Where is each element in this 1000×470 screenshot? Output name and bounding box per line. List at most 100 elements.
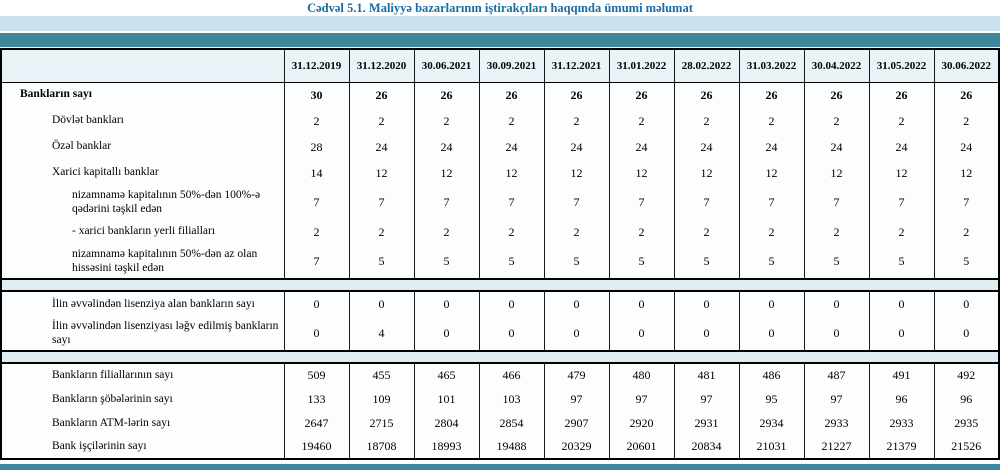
value-cell: 5	[543, 245, 609, 280]
date-header: 31.12.2019	[283, 49, 349, 83]
row-label: Xarici kapitallı banklar	[52, 166, 159, 179]
table-row: nizamnamə kapitalının 50%-dən 100%-ə qəd…	[1, 186, 999, 220]
value-cell: 2715	[348, 411, 414, 436]
value-cell: 24	[868, 134, 934, 160]
value-cell: 97	[543, 387, 609, 412]
value-cell: 0	[543, 291, 609, 318]
value-cell: 12	[348, 160, 414, 186]
value-cell: 2804	[413, 411, 479, 436]
table-row: Bank işçilərinin sayı 19460 18708 18993 1948…	[1, 435, 999, 460]
value-cell: 26	[868, 82, 934, 108]
value-cell: 2647	[283, 411, 349, 436]
value-cell: 26	[413, 82, 479, 108]
value-cell: 2	[348, 219, 414, 246]
value-cell: 0	[413, 291, 479, 318]
value-cell: 7	[413, 186, 479, 220]
value-cell: 0	[933, 317, 999, 352]
value-cell: 24	[478, 134, 544, 160]
value-cell: 2934	[738, 411, 804, 436]
value-cell: 2	[543, 108, 609, 134]
date-header: 31.03.2022	[738, 49, 804, 83]
table-row: Bankların şöbələrinin sayı 133 109 101 103 97…	[1, 387, 999, 412]
row-label: Bank işçilərinin sayı	[52, 440, 147, 453]
value-cell: 2933	[868, 411, 934, 436]
value-cell: 19488	[478, 435, 544, 460]
value-cell: 2	[738, 219, 804, 246]
value-cell: 7	[543, 186, 609, 220]
header-row: 31.12.2019 31.12.2020 30.06.2021 30.09.2021…	[1, 49, 999, 83]
table-row: Bankların filiallarının sayı 509 455 465 466…	[1, 363, 999, 388]
value-cell: 12	[933, 160, 999, 186]
value-cell: 0	[868, 317, 934, 352]
value-cell: 26	[543, 82, 609, 108]
page-title: Cədvəl 5.1. Maliyyə bazarlarının iştirak…	[307, 1, 693, 15]
row-label: Bankların filiallarının sayı	[52, 369, 174, 382]
date-header: 31.01.2022	[608, 49, 674, 83]
table-row: İlin əvvəlindən lisenziya alan bankların…	[1, 291, 999, 318]
value-cell: 2	[283, 108, 349, 134]
value-cell: 20601	[608, 435, 674, 460]
value-cell: 24	[673, 134, 739, 160]
table-row: - xarici bankların yerli filialları 2 2 2 2 2…	[1, 219, 999, 246]
value-cell: 20834	[673, 435, 739, 460]
value-cell: 2	[608, 108, 674, 134]
value-cell: 24	[413, 134, 479, 160]
value-cell: 7	[478, 186, 544, 220]
table-body: Bankların sayı 30 26 26 26 26 26 26 26 26 26 26 Dövl…	[1, 82, 999, 460]
date-header: 31.05.2022	[868, 49, 934, 83]
value-cell: 26	[348, 82, 414, 108]
value-cell: 487	[803, 363, 869, 388]
value-cell: 2	[478, 108, 544, 134]
value-cell: 97	[803, 387, 869, 412]
value-cell: 0	[348, 291, 414, 318]
row-label: İlin əvvəlindən lisenziyası ləğv edilmiş…	[52, 320, 279, 346]
value-cell: 492	[933, 363, 999, 388]
value-cell: 95	[738, 387, 804, 412]
separator-band	[1, 350, 999, 365]
section-separator	[1, 278, 999, 293]
value-cell: 7	[283, 245, 349, 280]
value-cell: 24	[933, 134, 999, 160]
value-cell: 486	[738, 363, 804, 388]
value-cell: 5	[348, 245, 414, 280]
value-cell: 7	[803, 186, 869, 220]
value-cell: 0	[738, 317, 804, 352]
value-cell: 12	[543, 160, 609, 186]
value-cell: 26	[738, 82, 804, 108]
row-label: Bankların şöbələrinin sayı	[52, 392, 173, 405]
value-cell: 24	[738, 134, 804, 160]
value-cell: 26	[478, 82, 544, 108]
value-cell: 21227	[803, 435, 869, 460]
value-cell: 0	[283, 317, 349, 352]
value-cell: 26	[933, 82, 999, 108]
participants-table: 31.12.2019 31.12.2020 30.06.2021 30.09.2021…	[0, 48, 1000, 461]
value-cell: 2	[478, 219, 544, 246]
value-cell: 0	[868, 291, 934, 318]
row-label: - xarici bankların yerli filialları	[72, 225, 216, 238]
value-cell: 7	[738, 186, 804, 220]
value-cell: 5	[478, 245, 544, 280]
value-cell: 24	[348, 134, 414, 160]
value-cell: 0	[673, 291, 739, 318]
value-cell: 2	[673, 108, 739, 134]
value-cell: 5	[608, 245, 674, 280]
value-cell: 24	[543, 134, 609, 160]
value-cell: 12	[478, 160, 544, 186]
value-cell: 97	[608, 387, 674, 412]
value-cell: 2931	[673, 411, 739, 436]
decorative-band-bottom	[0, 464, 1000, 470]
date-header: 31.12.2020	[348, 49, 414, 83]
value-cell: 466	[478, 363, 544, 388]
value-cell: 12	[413, 160, 479, 186]
row-label: nizamnamə kapitalının 50%-dən az olan hi…	[72, 248, 258, 274]
value-cell: 480	[608, 363, 674, 388]
row-label: nizamnamə kapitalının 50%-dən 100%-ə qəd…	[72, 189, 261, 215]
value-cell: 2	[868, 108, 934, 134]
value-cell: 96	[933, 387, 999, 412]
value-cell: 0	[478, 317, 544, 352]
value-cell: 26	[803, 82, 869, 108]
value-cell: 5	[673, 245, 739, 280]
value-cell: 7	[673, 186, 739, 220]
value-cell: 491	[868, 363, 934, 388]
value-cell: 21526	[933, 435, 999, 460]
